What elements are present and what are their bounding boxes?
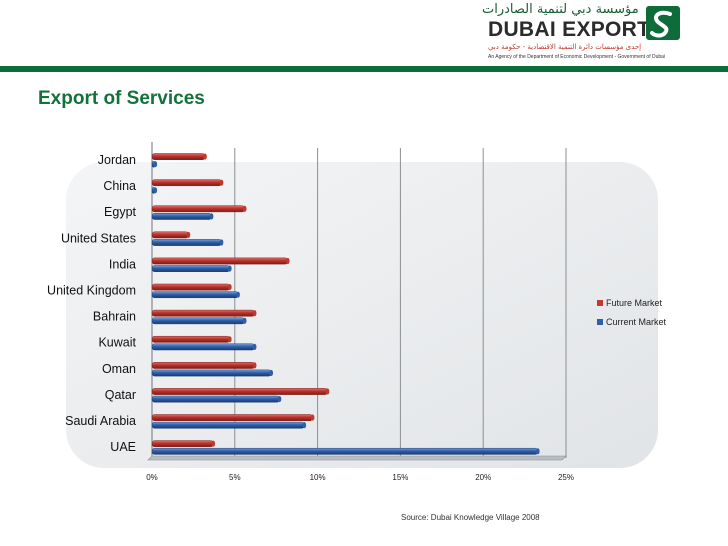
bar-current-market [151, 291, 239, 299]
category-label: Egypt [104, 205, 136, 219]
dubai-exports-logo: مؤسسة دبي لتنمية الصادرات DUBAI EXPORTS … [482, 2, 722, 64]
category-label: Saudi Arabia [65, 414, 136, 428]
category-label: United States [61, 231, 136, 245]
bar-future-market-cap [211, 440, 216, 447]
x-tick-label: 20% [475, 473, 491, 482]
legend-item-current-market: Current Market [597, 317, 666, 327]
bar-future-market-cap [242, 205, 247, 212]
legend-item-future-market: Future Market [597, 298, 662, 308]
category-label: Jordan [98, 153, 136, 167]
logo-name: DUBAI EXPORTS [488, 18, 665, 41]
bar-current-market-cap [209, 213, 214, 220]
bar-current-market-cap [269, 369, 274, 377]
legend-swatch-future-icon [597, 300, 603, 306]
bar-current-market [151, 343, 255, 351]
bar-current-market-cap [277, 396, 282, 403]
bar-future-market [151, 179, 222, 187]
bar-future-market-cap [186, 231, 191, 238]
bar-future-market-cap [203, 153, 207, 160]
x-tick-label: 25% [558, 473, 574, 482]
bar-current-market [151, 395, 280, 403]
bar-current-market [151, 369, 272, 377]
logo-agency-arabic: إحدى مؤسسات دائرة التنمية الاقتصادية - ح… [488, 43, 642, 51]
bar-future-market [151, 440, 214, 448]
bar-future-market [151, 257, 289, 265]
bar-future-market [151, 362, 255, 369]
bar-future-market [151, 231, 189, 239]
bar-current-market-cap [219, 239, 224, 246]
bar-future-market-cap [228, 284, 232, 291]
bar-current-market-cap [536, 448, 540, 455]
bar-current-market [151, 317, 245, 325]
legend-swatch-current-icon [597, 319, 603, 325]
header-band [0, 66, 728, 72]
legend-label-current: Current Market [606, 317, 667, 327]
category-label: Qatar [105, 388, 136, 402]
bar-current-market-cap [252, 343, 257, 350]
bar-future-market [151, 335, 231, 343]
bar-current-market [151, 265, 231, 272]
bar-current-market [151, 421, 305, 429]
bar-current-market [151, 447, 539, 455]
category-label: United Kingdom [47, 284, 136, 298]
bar-future-market-cap [219, 179, 224, 186]
logo-s-mark-icon [646, 6, 680, 40]
category-label: UAE [110, 440, 136, 454]
bar-future-market [151, 283, 231, 291]
bar-future-market [151, 414, 313, 421]
bar-future-market-cap [228, 336, 232, 343]
bar-future-market [151, 388, 328, 395]
bar-current-market-cap [302, 422, 307, 429]
chart-floor [147, 455, 567, 461]
bar-future-market-cap [252, 310, 257, 317]
bar-current-market-cap [236, 291, 240, 298]
bar-current-market-cap [242, 317, 247, 324]
bar-current-market [151, 239, 222, 246]
logo-arabic-name: مؤسسة دبي لتنمية الصادرات [482, 2, 638, 17]
bar-future-market [151, 205, 245, 213]
x-tick-label: 0% [146, 473, 158, 482]
category-label: India [109, 257, 136, 271]
category-label: Kuwait [98, 336, 136, 350]
x-tick-label: 15% [392, 473, 408, 482]
category-label: Oman [102, 362, 136, 376]
bar-future-market-cap [310, 414, 315, 421]
bar-current-market-cap [228, 265, 232, 272]
bar-current-market-cap [153, 187, 158, 194]
x-tick-label: 10% [310, 473, 326, 482]
bar-future-market [151, 153, 206, 160]
category-label: China [103, 179, 136, 193]
category-label: Bahrain [93, 310, 136, 324]
source-note: Source: Dubai Knowledge Village 2008 [401, 513, 540, 522]
bar-current-market-cap [153, 161, 158, 168]
bar-future-market-cap [325, 388, 330, 395]
x-tick-label: 5% [229, 473, 241, 482]
bar-future-market-cap [285, 257, 290, 265]
bar-future-market [151, 309, 255, 317]
logo-agency-english: An Agency of the Department of Economic … [488, 54, 666, 60]
legend-label-future: Future Market [606, 298, 663, 308]
bar-future-market-cap [252, 362, 257, 369]
page-title: Export of Services [38, 88, 205, 109]
bar-current-market [151, 213, 212, 220]
